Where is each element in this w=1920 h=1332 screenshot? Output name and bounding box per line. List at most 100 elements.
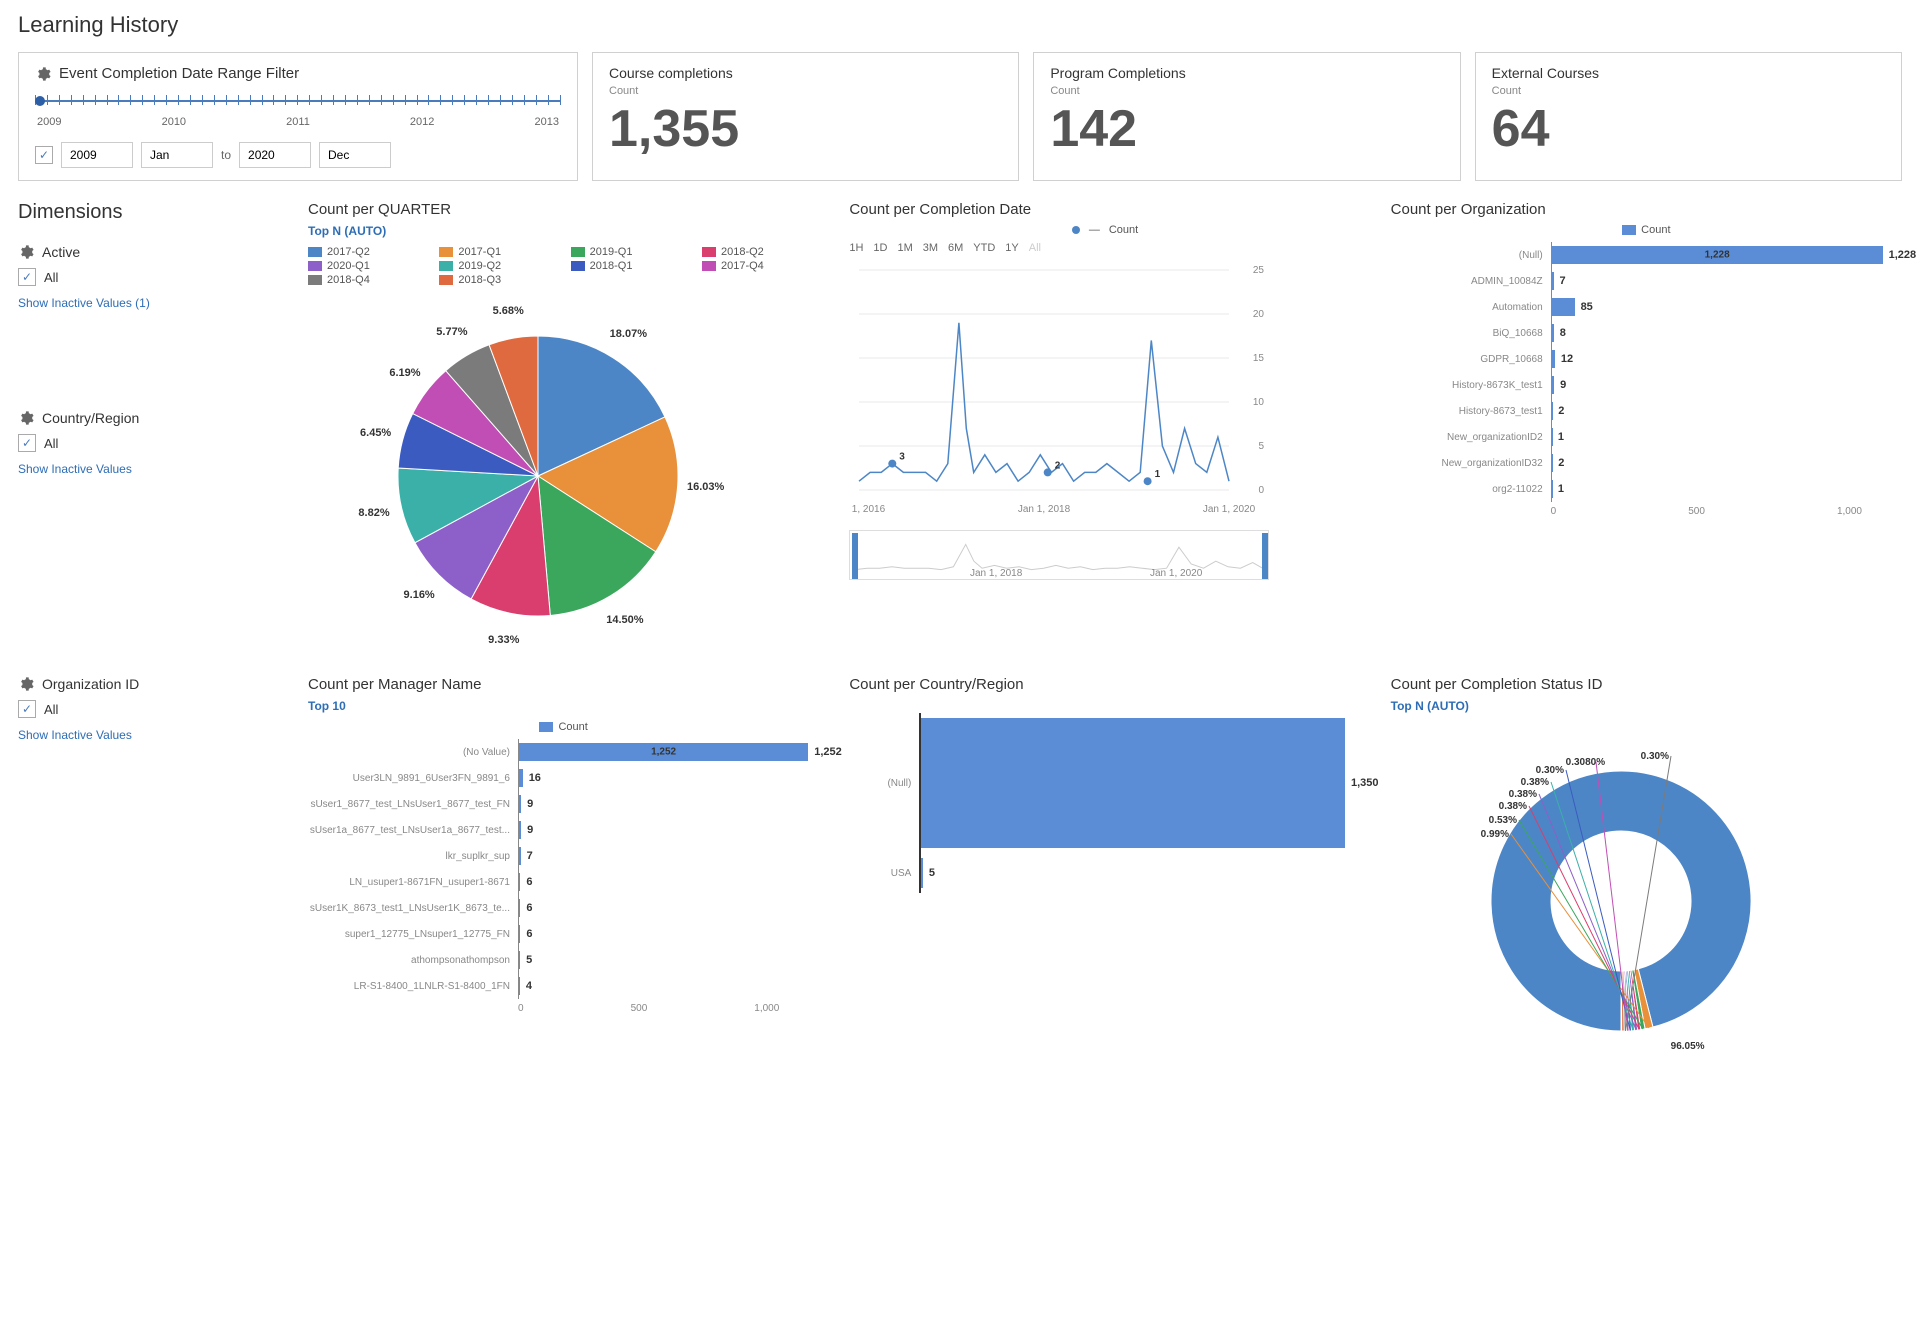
chart-title: Count per QUARTER	[308, 201, 819, 218]
metric-title: Course completions	[609, 65, 1002, 81]
range-tab[interactable]: 1M	[897, 242, 912, 254]
from-month-input[interactable]	[141, 142, 213, 168]
metric-course-completions: Course completions Count 1,355	[592, 52, 1019, 181]
second-row: Organization ID ✓All Show Inactive Value…	[18, 676, 1902, 1061]
filter-checkbox[interactable]: ✓	[35, 146, 53, 164]
metric-value: 64	[1492, 103, 1885, 155]
chart-title: Count per Manager Name	[308, 676, 819, 693]
range-tab[interactable]: 1D	[873, 242, 887, 254]
svg-text:1: 1	[1155, 469, 1161, 480]
pie-chart[interactable]: 18.07%16.03%14.50%9.33%9.16%8.82%6.45%6.…	[308, 296, 748, 636]
hbar-country[interactable]: (Null) 1,350 USA 5	[849, 713, 1360, 893]
hbar-row: ADMIN_10084Z 7	[1391, 268, 1902, 294]
line-chart[interactable]: 0510152025321Jan 1, 2016Jan 1, 2018Jan 1…	[849, 260, 1269, 520]
metric-title: Program Completions	[1050, 65, 1443, 81]
from-year-input[interactable]	[61, 142, 133, 168]
range-tab[interactable]: YTD	[973, 242, 995, 254]
all-checkbox[interactable]: ✓	[18, 434, 36, 452]
gear-icon	[18, 244, 34, 260]
dimension-name: Active	[42, 244, 80, 260]
hbar-label: User3LN_9891_6User3FN_9891_6	[308, 773, 518, 784]
hbar-row: sUser1_8677_test_LNsUser1_8677_test_FN 9	[308, 791, 819, 817]
all-checkbox[interactable]: ✓	[18, 268, 36, 286]
hbar-row: sUser1K_8673_test1_LNsUser1K_8673_te... …	[308, 895, 819, 921]
svg-text:Jan 1, 2020: Jan 1, 2020	[1203, 504, 1256, 515]
main-grid: Dimensions Active ✓All Show Inactive Val…	[18, 201, 1902, 636]
hbar-label: (Null)	[1391, 250, 1551, 261]
range-tab[interactable]: 1H	[849, 242, 863, 254]
metric-sub: Count	[609, 85, 1002, 97]
to-year-input[interactable]	[239, 142, 311, 168]
hbar-label: (No Value)	[308, 747, 518, 758]
metric-program-completions: Program Completions Count 142	[1033, 52, 1460, 181]
hbar-label: org2-11022	[1391, 484, 1551, 495]
metric-title: External Courses	[1492, 65, 1885, 81]
bar-legend-label: Count	[1641, 224, 1670, 236]
to-label: to	[221, 148, 231, 162]
metric-value: 142	[1050, 103, 1443, 155]
hbar-label: (Null)	[849, 778, 919, 789]
chart-title: Count per Completion Date	[849, 201, 1360, 218]
hbar-label: New_organizationID32	[1391, 458, 1551, 469]
metric-value: 1,355	[609, 103, 1002, 155]
svg-text:0: 0	[1259, 485, 1265, 496]
hbar-row: (Null) 1,350	[849, 713, 1360, 853]
hbar-row: History-8673_test1 2	[1391, 398, 1902, 424]
chart-sub: Top N (AUTO)	[308, 224, 819, 238]
show-inactive-link[interactable]: Show Inactive Values	[18, 728, 278, 742]
show-inactive-link[interactable]: Show Inactive Values	[18, 462, 278, 476]
dimension-country: Country/Region ✓ All Show Inactive Values	[18, 410, 278, 476]
hbar-row: BiQ_10668 8	[1391, 320, 1902, 346]
chart-count-per-completion-date: Count per Completion Date —Count 1H1D1M3…	[849, 201, 1360, 636]
hbar-manager[interactable]: (No Value) 1,252 1,252 User3LN_9891_6Use…	[308, 739, 819, 999]
all-checkbox[interactable]: ✓	[18, 700, 36, 718]
svg-text:10: 10	[1253, 397, 1265, 408]
chart-title: Count per Organization	[1391, 201, 1902, 218]
dimension-name: Country/Region	[42, 410, 139, 426]
range-tabs: 1H 1D 1M 3M 6M YTD 1Y All	[849, 242, 1360, 254]
range-tab[interactable]: 3M	[923, 242, 938, 254]
hbar-row: GDPR_10668 12	[1391, 346, 1902, 372]
to-month-input[interactable]	[319, 142, 391, 168]
range-tab[interactable]: 1Y	[1005, 242, 1018, 254]
brush-chart[interactable]: Jan 1, 2018Jan 1, 2020	[849, 530, 1269, 580]
metric-sub: Count	[1050, 85, 1443, 97]
hbar-label: History-8673K_test1	[1391, 380, 1551, 391]
show-inactive-link[interactable]: Show Inactive Values (1)	[18, 296, 278, 310]
top-row: Event Completion Date Range Filter 20092…	[18, 52, 1902, 181]
hbar-label: sUser1a_8677_test_LNsUser1a_8677_test...	[308, 825, 518, 836]
hbar-label: History-8673_test1	[1391, 406, 1551, 417]
hbar-label: super1_12775_LNsuper1_12775_FN	[308, 929, 518, 940]
chart-count-per-organization: Count per Organization Count (Null) 1,22…	[1391, 201, 1902, 636]
hbar-label: sUser1K_8673_test1_LNsUser1K_8673_te...	[308, 903, 518, 914]
pie-legend: 2017-Q22017-Q12019-Q12018-Q22020-Q12019-…	[308, 246, 819, 286]
all-label: All	[44, 270, 58, 285]
year-slider[interactable]	[35, 92, 561, 112]
hbar-label: athompsonathompson	[308, 955, 518, 966]
donut-chart[interactable]: 96.05%0.99%0.53%0.38%0.38%0.38%0.30%0.30…	[1391, 721, 1811, 1061]
svg-text:25: 25	[1253, 265, 1265, 276]
hbar-label: USA	[849, 868, 919, 879]
chart-title: Count per Country/Region	[849, 676, 1360, 693]
hbar-row: History-8673K_test1 9	[1391, 372, 1902, 398]
svg-text:20: 20	[1253, 309, 1265, 320]
hbar-row: athompsonathompson 5	[308, 947, 819, 973]
svg-text:Jan 1, 2020: Jan 1, 2020	[1150, 568, 1203, 579]
date-range-filter-panel: Event Completion Date Range Filter 20092…	[18, 52, 578, 181]
hbar-row: New_organizationID2 1	[1391, 424, 1902, 450]
hbar-row: sUser1a_8677_test_LNsUser1a_8677_test...…	[308, 817, 819, 843]
dimensions-column: Dimensions Active ✓All Show Inactive Val…	[18, 201, 278, 636]
chart-sub: Top N (AUTO)	[1391, 699, 1902, 713]
range-tab[interactable]: All	[1029, 242, 1041, 254]
dimension-name: Organization ID	[42, 676, 139, 692]
slider-handle[interactable]	[35, 96, 45, 106]
chart-count-per-country: Count per Country/Region (Null) 1,350 US…	[849, 676, 1360, 1061]
hbar-label: New_organizationID2	[1391, 432, 1551, 443]
page-title: Learning History	[18, 12, 1902, 38]
hbar-row: org2-11022 1	[1391, 476, 1902, 502]
hbar-org[interactable]: (Null) 1,228 1,228 ADMIN_10084Z 7 Automa…	[1391, 242, 1902, 502]
range-tab[interactable]: 6M	[948, 242, 963, 254]
hbar-row: (No Value) 1,252 1,252	[308, 739, 819, 765]
hbar-row: USA 5	[849, 853, 1360, 893]
all-label: All	[44, 436, 58, 451]
